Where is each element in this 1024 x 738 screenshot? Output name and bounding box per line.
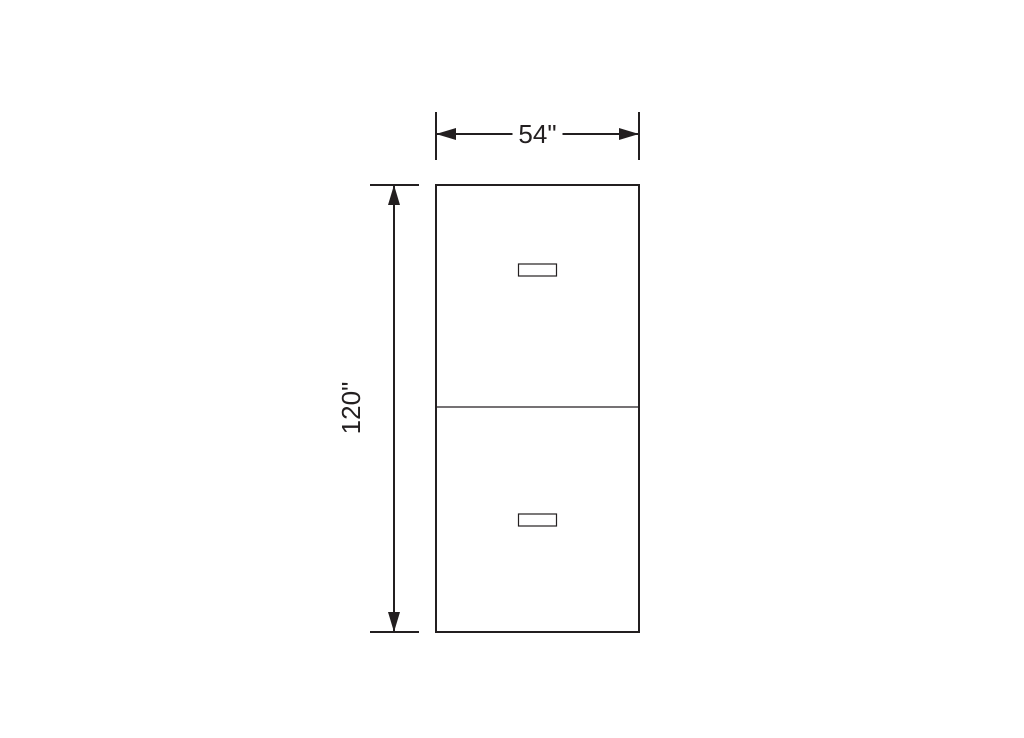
- dim-width-label: 54": [518, 119, 556, 149]
- drawing-svg: 54" 120": [0, 0, 1024, 738]
- dim-width-arrow-right: [619, 128, 639, 140]
- cabinet-outline: [436, 185, 639, 632]
- technical-drawing: 54" 120": [0, 0, 1024, 738]
- drawer-handle-2: [519, 514, 557, 526]
- drawer-handle-1: [519, 264, 557, 276]
- dim-height-arrow-bottom: [388, 612, 400, 632]
- dim-height-label: 120": [336, 382, 366, 435]
- dim-height-arrow-top: [388, 185, 400, 205]
- dim-width-arrow-left: [436, 128, 456, 140]
